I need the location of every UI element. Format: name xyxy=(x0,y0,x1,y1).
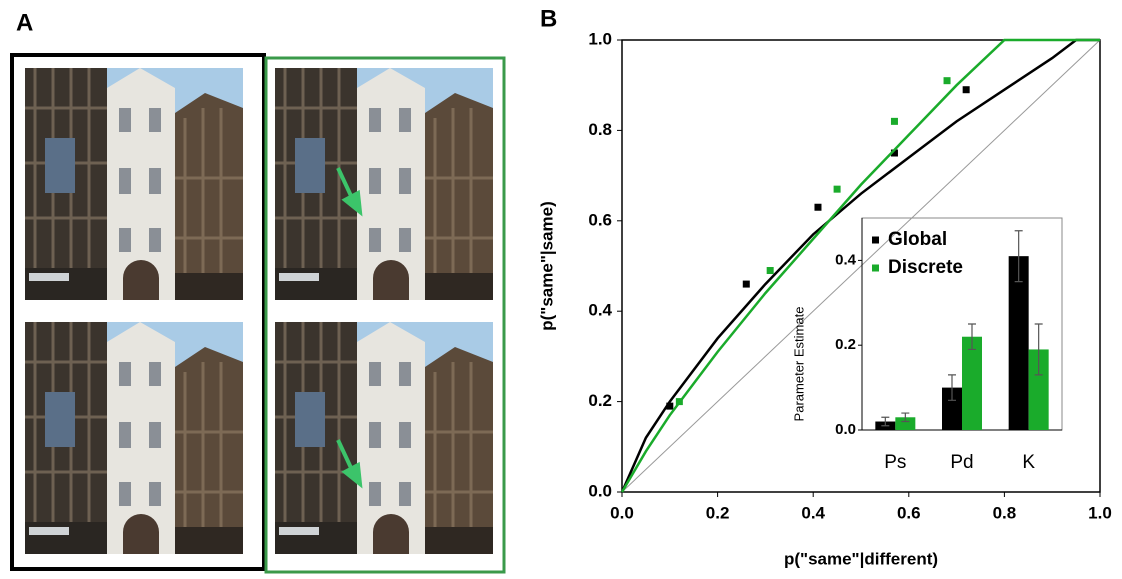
legend-swatch xyxy=(872,236,879,244)
x-axis-title: p("same"|different) xyxy=(784,549,938,568)
y-tick-label: 0.4 xyxy=(835,251,857,268)
error-bar xyxy=(1034,323,1043,376)
x-tick-label: 0.0 xyxy=(610,503,634,522)
error-bar xyxy=(948,374,956,401)
plot-frame xyxy=(621,39,1101,493)
x-tick-label: 1.0 xyxy=(1088,503,1112,522)
panel-label: B xyxy=(540,5,557,32)
data-point xyxy=(766,267,774,275)
frame-green xyxy=(264,56,506,574)
y-tick-label: 0.0 xyxy=(588,481,612,500)
diagonal xyxy=(621,39,1101,493)
data-point xyxy=(675,398,683,406)
bar xyxy=(1028,349,1049,430)
photo xyxy=(25,68,243,300)
x-tick-label: 0.2 xyxy=(706,503,730,522)
error-bar xyxy=(968,323,976,351)
x-tick-label: Ps xyxy=(884,452,906,473)
photo xyxy=(275,68,493,300)
legend-swatch xyxy=(872,264,879,272)
y-tick-label: 0.4 xyxy=(588,301,612,320)
data-point xyxy=(666,402,674,410)
bar xyxy=(1008,256,1029,430)
y-tick-label: 1.0 xyxy=(588,29,612,48)
photo xyxy=(25,322,243,554)
x-tick-label: 0.4 xyxy=(801,503,825,522)
data-point xyxy=(814,203,822,211)
error-bar xyxy=(1014,230,1023,283)
panel-label: A xyxy=(16,9,33,36)
x-tick-label: 0.6 xyxy=(897,503,921,522)
y-tick-label: 0.6 xyxy=(588,210,612,229)
data-point xyxy=(890,149,898,157)
legend-label: Global xyxy=(888,229,947,250)
x-tick-label: K xyxy=(1022,452,1035,473)
y-tick-label: 0.8 xyxy=(588,120,612,139)
fit-curve xyxy=(620,38,1100,493)
bar xyxy=(942,387,962,430)
data-point xyxy=(943,77,951,85)
error-bar xyxy=(901,412,910,423)
y-axis-title: Parameter Estimate xyxy=(791,307,806,422)
data-point xyxy=(890,117,898,125)
data-point xyxy=(833,185,841,193)
legend-label: Discrete xyxy=(888,257,963,278)
frame-black xyxy=(10,53,266,571)
fit-curve xyxy=(620,38,1100,493)
y-tick-label: 0.2 xyxy=(588,391,612,410)
y-tick-label: 0.0 xyxy=(835,421,856,438)
x-tick-label: 0.8 xyxy=(993,503,1017,522)
y-tick-label: 0.2 xyxy=(835,336,856,353)
photo xyxy=(275,322,493,554)
error-bar xyxy=(881,416,890,427)
data-point xyxy=(962,86,970,94)
y-axis-title: p("same"|same) xyxy=(537,201,556,331)
data-point xyxy=(742,280,750,288)
bar xyxy=(895,417,916,430)
bar xyxy=(962,336,982,430)
x-tick-label: Pd xyxy=(950,452,973,473)
arrow xyxy=(336,167,363,489)
